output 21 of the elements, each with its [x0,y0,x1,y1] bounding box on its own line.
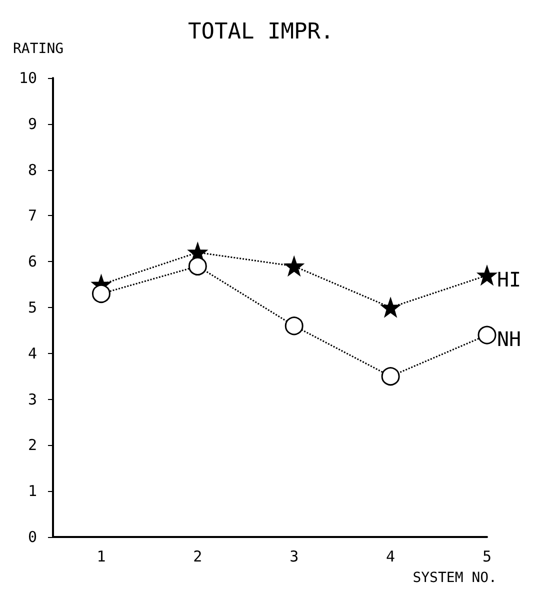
x-axis-title: SYSTEM NO. [412,570,497,586]
y-tick-label: 3 [28,390,37,408]
y-tick-label: 8 [28,160,37,179]
y-tick-label: 6 [28,252,37,271]
y-tick-label: 5 [28,298,37,316]
y-tick-label: 4 [28,344,37,362]
y-tick-label: 1 [28,482,37,500]
x-tick-label: 5 [482,548,492,566]
y-tick-label: 2 [28,436,37,454]
series-label: HI [497,267,522,292]
chart-title: TOTAL IMPR. [188,20,334,44]
series-label: NH [497,327,522,352]
x-tick-label: 2 [193,548,202,566]
y-tick-label: 7 [28,206,37,225]
y-axis-title: RATING [13,41,64,57]
x-tick-label: 4 [386,548,396,566]
y-tick-label: 0 [28,528,37,546]
x-tick-label: 1 [96,548,106,566]
x-tick-label: 3 [290,548,299,566]
y-tick-label: 9 [28,114,37,133]
y-tick-label: 10 [18,69,37,87]
